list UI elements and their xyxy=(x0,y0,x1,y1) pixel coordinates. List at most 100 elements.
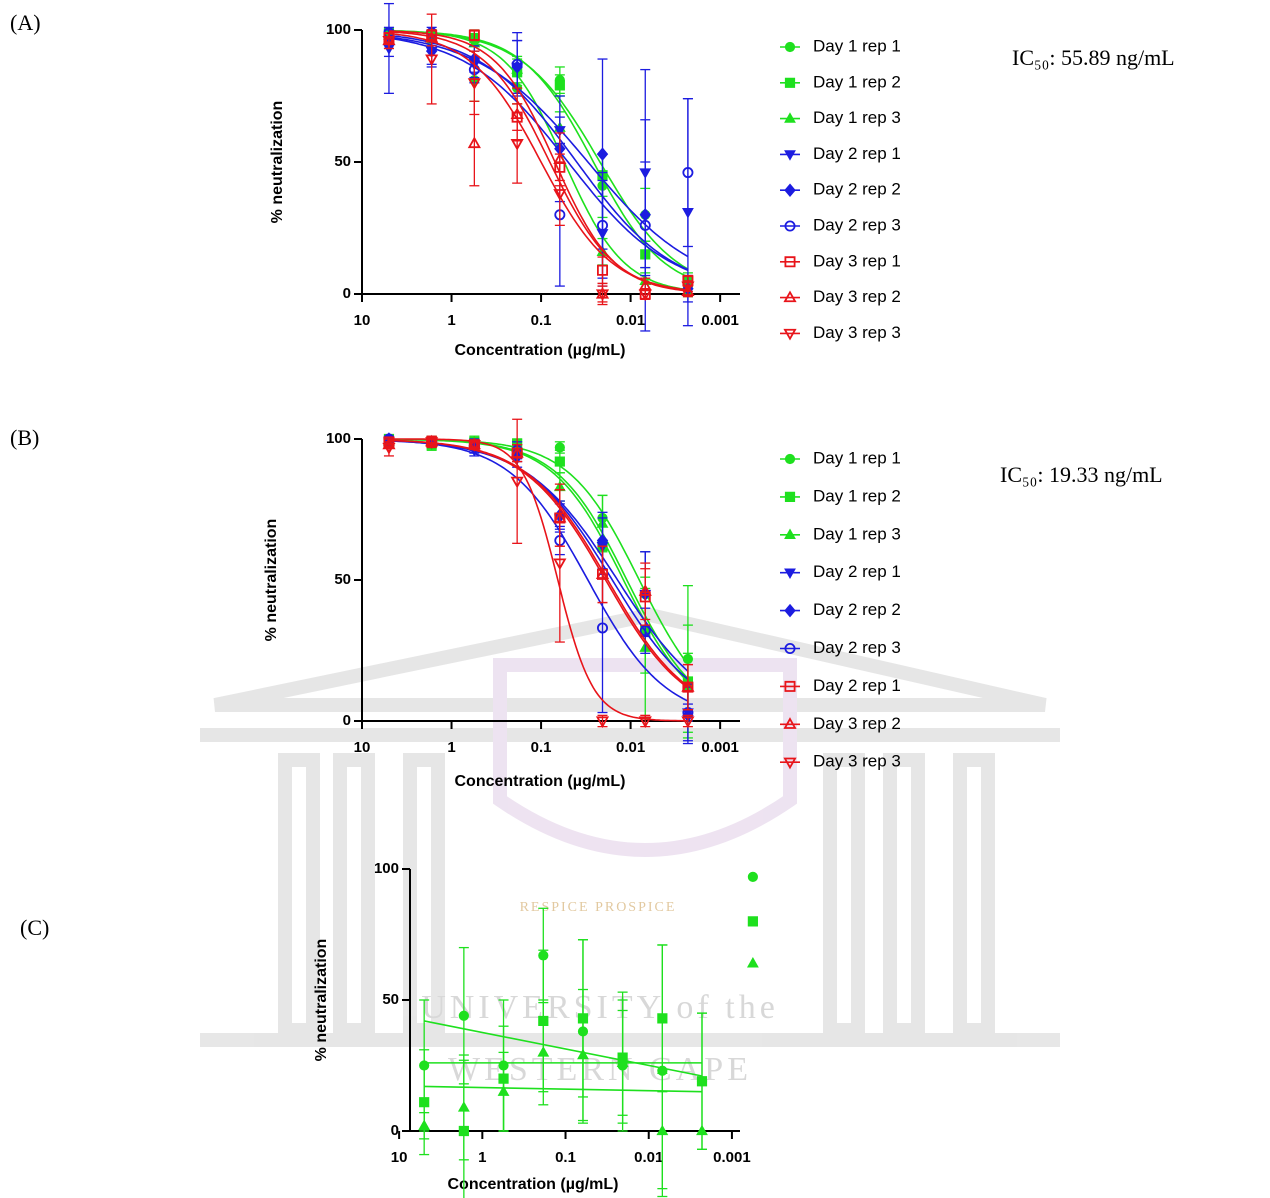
data-point xyxy=(468,29,480,41)
fit-curve xyxy=(388,36,689,258)
legend-label: Day 3 rep 3 xyxy=(813,752,901,771)
data-point xyxy=(419,1097,430,1108)
data-point xyxy=(382,35,396,48)
legend-entry: Day 1 rep 3 xyxy=(780,524,901,543)
data-point xyxy=(553,189,567,201)
series xyxy=(383,29,694,303)
columns xyxy=(278,753,995,1037)
x-tick-label: 0.1 xyxy=(531,739,552,756)
data-point xyxy=(639,625,651,637)
x-axis-title: Concentration (µg/mL) xyxy=(455,773,626,790)
error-bar xyxy=(512,103,523,184)
legend-label: Day 3 rep 1 xyxy=(813,251,901,270)
data-point xyxy=(597,622,609,634)
data-point xyxy=(682,167,694,178)
data-point xyxy=(595,716,610,729)
x-tick-label: 1 xyxy=(478,1149,486,1166)
legend-marker xyxy=(783,328,797,341)
y-tick-label: 100 xyxy=(326,430,351,447)
watermark-motto: RESPICE PROSPICE xyxy=(520,900,677,915)
legend-entry: Day 2 rep 1 xyxy=(780,144,901,163)
data-point xyxy=(467,136,481,149)
legend-label: Day 1 rep 2 xyxy=(813,486,901,505)
legend-label: Day 2 rep 3 xyxy=(813,215,901,234)
legend-marker xyxy=(783,757,797,770)
data-point xyxy=(510,476,524,489)
data-point xyxy=(511,58,523,70)
data-point xyxy=(596,147,609,161)
data-point xyxy=(554,80,565,91)
data-point xyxy=(696,1124,708,1136)
data-point xyxy=(638,289,652,302)
legend-marker xyxy=(784,643,796,654)
y-tick-label: 50 xyxy=(334,571,351,588)
data-point xyxy=(425,54,439,67)
error-bar xyxy=(682,663,693,711)
error-bar xyxy=(469,50,480,116)
x-tick-label: 0.001 xyxy=(701,739,739,756)
x-axis-title: Concentration (µg/mL) xyxy=(455,342,626,359)
legend-marker xyxy=(784,220,796,232)
x-tick-label: 0.1 xyxy=(531,312,552,329)
fit-line xyxy=(424,1020,703,1077)
y-tick-label: 0 xyxy=(391,1122,399,1139)
data-point xyxy=(616,1056,629,1068)
panel-label: (A) xyxy=(10,10,41,35)
data-point xyxy=(638,716,652,729)
x-tick-label: 0.001 xyxy=(701,312,739,329)
y-tick-label: 100 xyxy=(326,21,351,38)
data-point xyxy=(597,219,609,231)
data-point xyxy=(537,1046,550,1057)
legend-label: Day 3 rep 2 xyxy=(813,714,901,733)
data-point xyxy=(681,284,695,296)
data-point xyxy=(638,584,652,596)
data-point xyxy=(639,591,651,603)
column xyxy=(823,753,865,1037)
legend-entry: Day 3 rep 2 xyxy=(780,714,901,733)
legend-entry: Day 1 rep 2 xyxy=(780,72,901,91)
legend-label: Day 1 rep 1 xyxy=(813,448,901,467)
y-tick-label: 50 xyxy=(334,153,351,170)
legend-label: Day 2 rep 2 xyxy=(813,180,901,199)
legend-marker xyxy=(783,717,797,729)
legend-entry: Day 2 rep 1 xyxy=(780,676,901,695)
legend-marker xyxy=(784,256,796,268)
data-point xyxy=(681,716,695,729)
y-tick-label: 50 xyxy=(382,991,399,1008)
data-point xyxy=(425,437,439,449)
x-tick-label: 1 xyxy=(447,739,455,756)
pediment xyxy=(213,607,1047,712)
data-point xyxy=(681,680,695,692)
data-point xyxy=(597,264,609,276)
data-point xyxy=(747,916,758,927)
legend-label: Day 2 rep 1 xyxy=(813,144,901,163)
fit-curve xyxy=(388,439,689,702)
series xyxy=(418,957,759,1190)
annotation: IC₅₀: 19.33 ng/mL xyxy=(1000,462,1163,487)
chart: (A) IC₅₀: 55.89 ng/mL % neutralization Conc… xyxy=(10,2,1175,359)
data-point xyxy=(554,535,566,546)
series xyxy=(382,29,695,303)
legend-entry: Day 1 rep 1 xyxy=(780,448,901,467)
x-tick-label: 1 xyxy=(447,312,455,329)
legend-entry: Day 2 rep 3 xyxy=(780,638,901,657)
watermark-text: UNIVERSITY of the xyxy=(421,989,779,1026)
data-point xyxy=(696,1076,708,1087)
fit-line xyxy=(424,1085,703,1093)
data-point xyxy=(682,707,694,718)
data-point xyxy=(418,1119,431,1130)
data-point xyxy=(595,567,610,579)
data-point xyxy=(553,558,567,571)
legend-marker xyxy=(784,491,796,502)
fit-curve xyxy=(388,29,688,291)
legend-marker xyxy=(784,112,796,123)
legend-marker xyxy=(784,680,796,692)
fit-curve xyxy=(388,32,688,291)
fit-curve xyxy=(389,438,688,722)
legend-entry: Day 3 rep 3 xyxy=(780,323,901,342)
x-tick-label: 0.01 xyxy=(616,739,645,756)
x-tick-label: 0.1 xyxy=(555,1149,576,1166)
legend-entry: Day 1 rep 2 xyxy=(780,486,901,505)
data-point xyxy=(656,1124,669,1136)
